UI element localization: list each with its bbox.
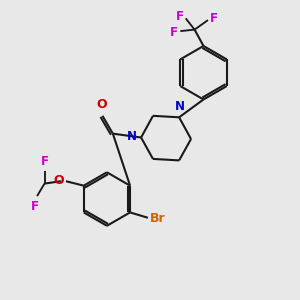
Text: F: F bbox=[31, 200, 39, 213]
Text: N: N bbox=[175, 100, 185, 113]
Text: O: O bbox=[97, 98, 107, 111]
Text: Br: Br bbox=[150, 212, 166, 226]
Text: O: O bbox=[53, 173, 64, 187]
Text: F: F bbox=[40, 154, 49, 167]
Text: F: F bbox=[210, 12, 218, 25]
Text: F: F bbox=[170, 26, 178, 38]
Text: F: F bbox=[176, 10, 184, 23]
Text: N: N bbox=[127, 130, 137, 143]
